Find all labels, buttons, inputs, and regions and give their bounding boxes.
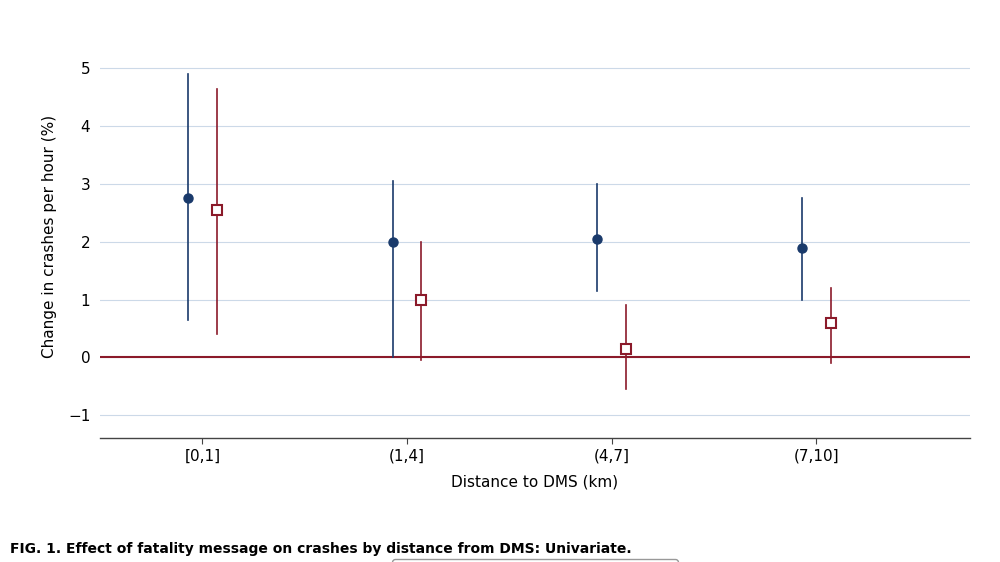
Legend: All, No downstream DMS: All, No downstream DMS [392,559,678,562]
Y-axis label: Change in crashes per hour (%): Change in crashes per hour (%) [42,115,57,357]
Text: FIG. 1. Effect of fatality message on crashes by distance from DMS: Univariate.: FIG. 1. Effect of fatality message on cr… [10,542,632,556]
X-axis label: Distance to DMS (km): Distance to DMS (km) [451,475,619,490]
